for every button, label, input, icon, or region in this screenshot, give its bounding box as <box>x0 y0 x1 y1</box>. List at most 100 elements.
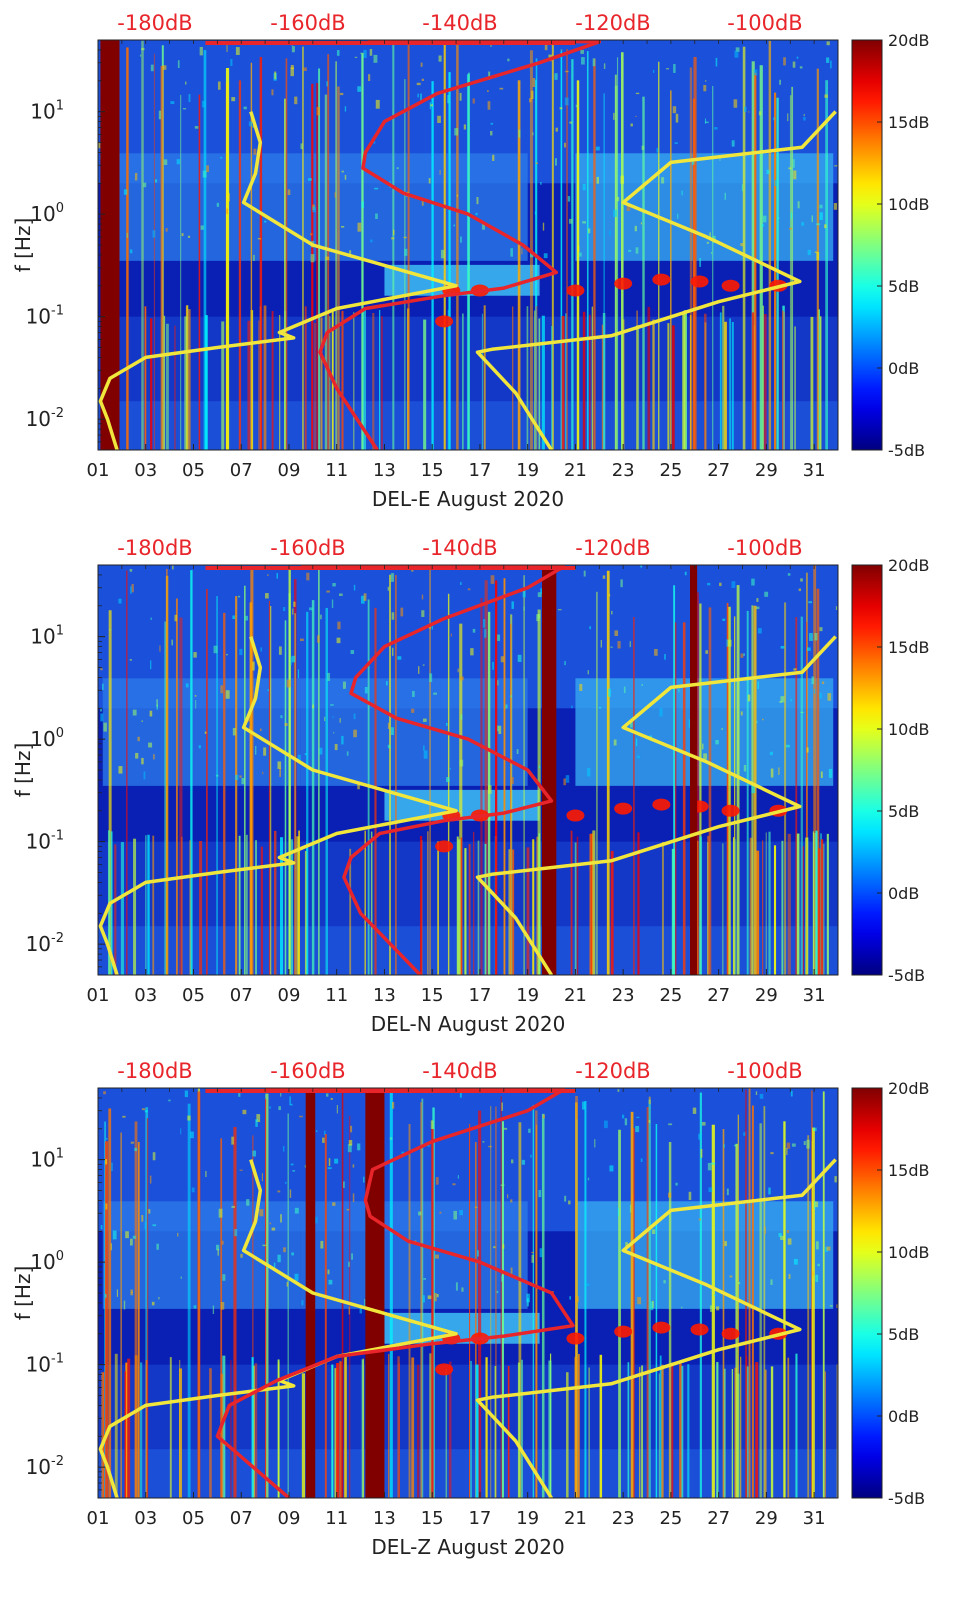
colorbar-tick-label: 20dB <box>888 1079 930 1098</box>
x-tick-label: 29 <box>755 1508 778 1529</box>
y-tick-label: 10-1 <box>26 1352 64 1377</box>
yellow-curve-2 <box>475 110 837 450</box>
x-tick-label: 17 <box>468 460 491 481</box>
colorbar-tick-label: 15dB <box>888 638 930 657</box>
x-tick-label: 13 <box>373 985 396 1006</box>
colorbar-tick-label: 5dB <box>888 277 919 296</box>
y-tick-label: 100 <box>30 201 64 226</box>
y-tick-label: 101 <box>30 624 64 649</box>
top-db-tick-label: -180dB <box>117 11 192 35</box>
y-axis-label: f [Hz] <box>11 1266 35 1321</box>
x-tick-label: 01 <box>87 1508 110 1529</box>
red-curve <box>318 40 602 450</box>
x-tick-label: 15 <box>421 460 444 481</box>
x-tick-label: 21 <box>564 1508 587 1529</box>
top-db-tick-label: -140dB <box>422 536 497 560</box>
y-tick-label: 100 <box>30 726 64 751</box>
x-tick-label: 19 <box>516 985 539 1006</box>
x-tick-label: 03 <box>134 1508 157 1529</box>
colorbar-tick-label: 20dB <box>888 556 930 575</box>
red-curve <box>300 565 566 975</box>
colorbar-tick-label: 0dB <box>888 1407 919 1426</box>
x-tick-label: 27 <box>707 985 730 1006</box>
x-tick-label: 05 <box>182 985 205 1006</box>
colorbar <box>851 1087 883 1499</box>
x-tick-label: 31 <box>803 985 826 1006</box>
x-tick-label: 11 <box>325 985 348 1006</box>
x-tick-label: 17 <box>468 985 491 1006</box>
y-axis-label: f [Hz] <box>11 218 35 273</box>
top-db-tick-label: -120dB <box>575 1059 650 1083</box>
x-tick-label: 01 <box>87 985 110 1006</box>
top-db-tick-label: -160dB <box>270 11 345 35</box>
x-tick-label: 19 <box>516 460 539 481</box>
colorbar <box>851 39 883 451</box>
x-tick-label: 17 <box>468 1508 491 1529</box>
top-db-tick-label: -140dB <box>422 1059 497 1083</box>
x-tick-label: 25 <box>659 1508 682 1529</box>
top-db-tick-label: -100dB <box>727 11 802 35</box>
top-db-tick-label: -140dB <box>422 11 497 35</box>
yellow-curve-2 <box>475 1158 837 1498</box>
top-db-tick-label: -120dB <box>575 11 650 35</box>
x-tick-label: 15 <box>421 1508 444 1529</box>
x-axis-label: DEL-Z August 2020 <box>371 1535 564 1559</box>
y-tick-label: 10-1 <box>26 829 64 854</box>
x-tick-label: 09 <box>278 1508 301 1529</box>
x-axis-label: DEL-N August 2020 <box>371 1012 566 1036</box>
x-tick-label: 27 <box>707 460 730 481</box>
x-tick-label: 03 <box>134 460 157 481</box>
top-db-tick-label: -100dB <box>727 536 802 560</box>
x-tick-label: 05 <box>182 1508 205 1529</box>
saturated-band <box>542 565 557 975</box>
x-tick-label: 07 <box>230 985 253 1006</box>
panel-1: 01 03 05 07 09 11 13 15 17 19 21 23 25 27 29 31 DEL-E Au… <box>11 11 930 511</box>
colorbar-tick-label: 10dB <box>888 720 930 739</box>
colorbar-tick-label: 15dB <box>888 1161 930 1180</box>
x-tick-label: 03 <box>134 985 157 1006</box>
colorbar-tick-label: 5dB <box>888 1325 919 1344</box>
spectrogram-image <box>98 1088 838 1498</box>
saturated-band <box>365 1088 385 1498</box>
top-db-tick-label: -100dB <box>727 1059 802 1083</box>
x-axis-label: DEL-E August 2020 <box>372 487 564 511</box>
colorbar-tick-label: 10dB <box>888 195 930 214</box>
x-tick-label: 09 <box>278 460 301 481</box>
x-tick-label: 29 <box>755 985 778 1006</box>
x-tick-label: 23 <box>612 985 635 1006</box>
panel-3: 01 03 05 07 09 11 13 15 17 19 21 23 25 27 29 31 DEL-Z Au… <box>11 1059 930 1559</box>
y-tick-label: 10-1 <box>26 304 64 329</box>
x-tick-label: 23 <box>612 1508 635 1529</box>
top-db-tick-label: -180dB <box>117 1059 192 1083</box>
saturated-band <box>100 40 120 450</box>
y-tick-label: 101 <box>30 1147 64 1172</box>
x-tick-label: 23 <box>612 460 635 481</box>
y-tick-label: 10-2 <box>26 931 64 956</box>
top-db-tick-label: -120dB <box>575 536 650 560</box>
yellow-curve-1 <box>98 636 458 975</box>
yellow-curve-1 <box>98 111 458 450</box>
saturated-band <box>690 565 698 975</box>
x-tick-label: 25 <box>659 460 682 481</box>
top-db-tick-label: -160dB <box>270 1059 345 1083</box>
colorbar-tick-label: 0dB <box>888 884 919 903</box>
x-tick-label: 05 <box>182 460 205 481</box>
x-tick-label: 31 <box>803 1508 826 1529</box>
spectrogram-image <box>98 40 838 450</box>
x-tick-label: 19 <box>516 1508 539 1529</box>
spectrogram-image <box>98 565 838 975</box>
x-tick-label: 13 <box>373 460 396 481</box>
x-tick-label: 09 <box>278 985 301 1006</box>
x-tick-label: 21 <box>564 985 587 1006</box>
y-tick-label: 10-2 <box>26 1454 64 1479</box>
x-tick-label: 01 <box>87 460 110 481</box>
y-tick-label: 100 <box>30 1249 64 1274</box>
top-db-tick-label: -180dB <box>117 536 192 560</box>
x-tick-label: 27 <box>707 1508 730 1529</box>
colorbar-tick-label: -5dB <box>888 966 925 985</box>
x-tick-label: 31 <box>803 460 826 481</box>
x-tick-label: 07 <box>230 1508 253 1529</box>
y-tick-label: 10-2 <box>26 406 64 431</box>
